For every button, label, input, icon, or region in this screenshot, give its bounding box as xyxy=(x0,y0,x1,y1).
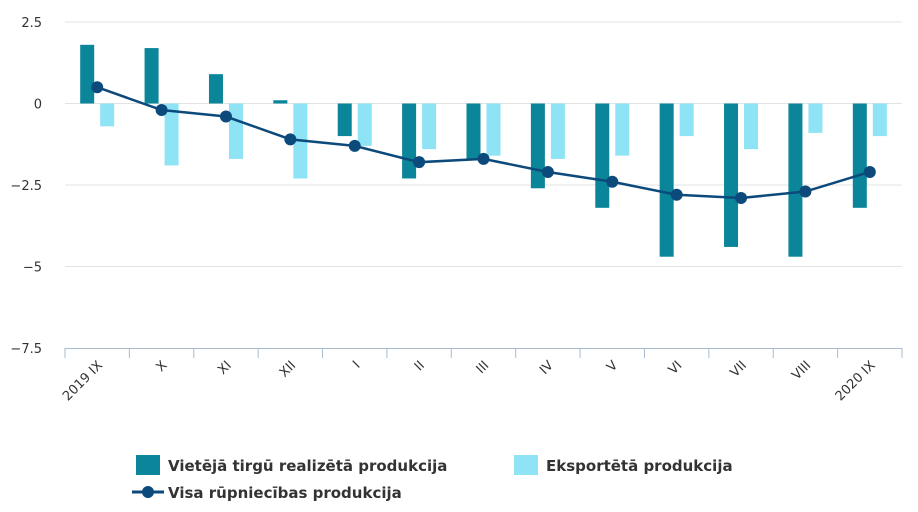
point-total[interactable] xyxy=(155,104,168,117)
grid-lines xyxy=(65,21,902,267)
legend-label-total: Visa rūpniecības produkcija xyxy=(168,484,402,502)
y-tick-label: −7.5 xyxy=(10,342,42,357)
point-total[interactable] xyxy=(541,165,554,178)
bar-domestic[interactable] xyxy=(788,103,803,257)
x-tick-label: 2020 IX xyxy=(833,358,879,404)
legend-label-export: Eksportētā produkcija xyxy=(546,457,733,475)
y-tick-label: 0 xyxy=(34,98,42,113)
legend-swatch-export xyxy=(514,455,538,475)
bar-export[interactable] xyxy=(422,103,437,150)
legend-label-domestic: Vietējā tirgū realizētā produkcija xyxy=(168,457,447,475)
legend-item-domestic[interactable]: Vietējā tirgū realizētā produkcija xyxy=(136,455,447,475)
point-total[interactable] xyxy=(91,81,104,94)
bar-domestic[interactable] xyxy=(402,103,417,179)
x-tick-label: VI xyxy=(666,358,686,378)
bar-export[interactable] xyxy=(100,103,115,127)
bar-domestic[interactable] xyxy=(595,103,610,208)
x-tick-label: XII xyxy=(277,358,299,380)
bar-export[interactable] xyxy=(615,103,630,156)
y-tick-label: 2.5 xyxy=(21,16,42,31)
point-total[interactable] xyxy=(863,165,876,178)
point-total[interactable] xyxy=(606,175,619,188)
x-tick-label: VII xyxy=(728,358,750,380)
y-tick-label: −2.5 xyxy=(10,179,42,194)
point-total[interactable] xyxy=(413,156,426,169)
y-axis-tick-labels: 2.5 0 −2.5 −5 −7.5 xyxy=(10,16,42,357)
bar-export[interactable] xyxy=(550,103,565,159)
x-tick-label: V xyxy=(604,358,621,375)
x-tick-label: III xyxy=(474,358,493,377)
bar-export[interactable] xyxy=(228,103,243,159)
point-total[interactable] xyxy=(670,188,683,201)
bar-domestic[interactable] xyxy=(466,103,481,159)
bar-domestic[interactable] xyxy=(144,48,159,104)
bar-export[interactable] xyxy=(357,103,372,146)
line-series xyxy=(91,81,876,205)
bar-domestic[interactable] xyxy=(724,103,739,247)
bar-domestic[interactable] xyxy=(273,100,288,104)
bar-domestic[interactable] xyxy=(337,103,352,137)
point-total[interactable] xyxy=(348,139,361,152)
bar-export[interactable] xyxy=(679,103,694,137)
bar-export[interactable] xyxy=(744,103,759,150)
x-tick-label: IV xyxy=(537,358,557,378)
x-axis xyxy=(64,348,903,358)
bar-export[interactable] xyxy=(486,103,501,156)
point-total[interactable] xyxy=(219,110,232,123)
legend: Vietējā tirgū realizētā produkcija Ekspo… xyxy=(132,455,733,502)
x-tick-label: I xyxy=(350,358,363,371)
point-total[interactable] xyxy=(477,152,490,165)
bar-export[interactable] xyxy=(872,103,887,137)
bar-export[interactable] xyxy=(808,103,823,133)
x-tick-label: X xyxy=(154,358,171,375)
legend-item-export[interactable]: Eksportētā produkcija xyxy=(514,455,733,475)
x-tick-label: II xyxy=(412,358,428,374)
bar-export[interactable] xyxy=(164,103,179,166)
point-total[interactable] xyxy=(284,133,297,146)
bars xyxy=(80,44,887,257)
legend-item-total[interactable]: Visa rūpniecības produkcija xyxy=(132,484,402,502)
legend-swatch-domestic xyxy=(136,455,160,475)
bar-domestic[interactable] xyxy=(530,103,545,189)
bar-domestic[interactable] xyxy=(659,103,674,257)
legend-marker-total xyxy=(142,486,154,498)
x-axis-tick-labels: 2019 IX X XI XII I II III IV V VI VII VIII 2020 IX xyxy=(60,358,879,404)
bar-domestic[interactable] xyxy=(852,103,867,208)
point-total[interactable] xyxy=(735,192,748,205)
bar-domestic[interactable] xyxy=(80,44,95,104)
x-tick-label: VIII xyxy=(789,358,814,383)
x-tick-label: 2019 IX xyxy=(60,358,106,404)
bar-domestic[interactable] xyxy=(208,74,223,104)
x-tick-label: XI xyxy=(215,358,235,378)
point-total[interactable] xyxy=(799,185,812,198)
y-tick-label: −5 xyxy=(23,261,42,276)
